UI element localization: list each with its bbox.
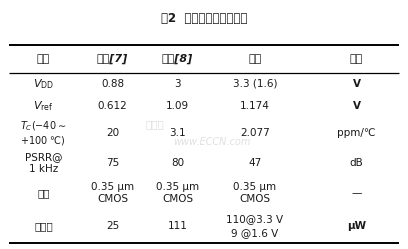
Text: 2.077: 2.077 — [240, 128, 270, 138]
Text: —: — — [351, 188, 361, 198]
Text: 总功耗: 总功耗 — [34, 221, 53, 231]
Text: 111: 111 — [168, 221, 188, 231]
Text: 1.174: 1.174 — [240, 101, 270, 111]
Text: 文献[8]: 文献[8] — [162, 54, 193, 64]
Text: 3.3 (1.6): 3.3 (1.6) — [233, 79, 277, 89]
Text: 单位: 单位 — [350, 54, 363, 64]
Text: $+100\ {\rm ℃})$: $+100\ {\rm ℃})$ — [20, 134, 66, 147]
Text: 47: 47 — [248, 158, 262, 168]
Text: 参数: 参数 — [37, 54, 50, 64]
Text: 3.1: 3.1 — [169, 128, 186, 138]
Text: CMOS: CMOS — [239, 194, 271, 204]
Text: 0.35 μm: 0.35 μm — [156, 182, 199, 192]
Text: 0.88: 0.88 — [101, 79, 124, 89]
Text: ppm/℃: ppm/℃ — [337, 128, 376, 138]
Text: www.ECCN.com: www.ECCN.com — [173, 137, 251, 147]
Text: $V_{\rm ref}$: $V_{\rm ref}$ — [33, 99, 54, 113]
Text: 80: 80 — [171, 158, 184, 168]
Text: $V_{\rm DD}$: $V_{\rm DD}$ — [33, 77, 54, 91]
Text: 25: 25 — [106, 221, 119, 231]
Text: 工艺: 工艺 — [37, 188, 50, 198]
Text: 文献[7]: 文献[7] — [97, 54, 128, 64]
Text: 1 kHz: 1 kHz — [29, 164, 58, 174]
Text: 75: 75 — [106, 158, 119, 168]
Text: 3: 3 — [174, 79, 181, 89]
Text: 0.35 μm: 0.35 μm — [233, 182, 276, 192]
Text: V: V — [353, 101, 361, 111]
Text: 20: 20 — [106, 128, 119, 138]
Text: 1.09: 1.09 — [166, 101, 189, 111]
Text: 0.612: 0.612 — [98, 101, 127, 111]
Text: PSRR@: PSRR@ — [24, 152, 62, 162]
Text: CMOS: CMOS — [97, 194, 128, 204]
Text: V: V — [353, 79, 361, 89]
Text: 中电网: 中电网 — [146, 120, 164, 129]
Text: 9 @1.6 V: 9 @1.6 V — [231, 228, 278, 238]
Text: 本文: 本文 — [248, 54, 262, 64]
Text: dB: dB — [350, 158, 364, 168]
Text: 110@3.3 V: 110@3.3 V — [226, 214, 284, 224]
Text: 表2  和参考文献性能比较: 表2 和参考文献性能比较 — [161, 12, 247, 25]
Text: μW: μW — [347, 221, 366, 231]
Text: 0.35 μm: 0.35 μm — [91, 182, 134, 192]
Text: $T_C(-40{\sim}$: $T_C(-40{\sim}$ — [20, 120, 67, 133]
Text: CMOS: CMOS — [162, 194, 193, 204]
